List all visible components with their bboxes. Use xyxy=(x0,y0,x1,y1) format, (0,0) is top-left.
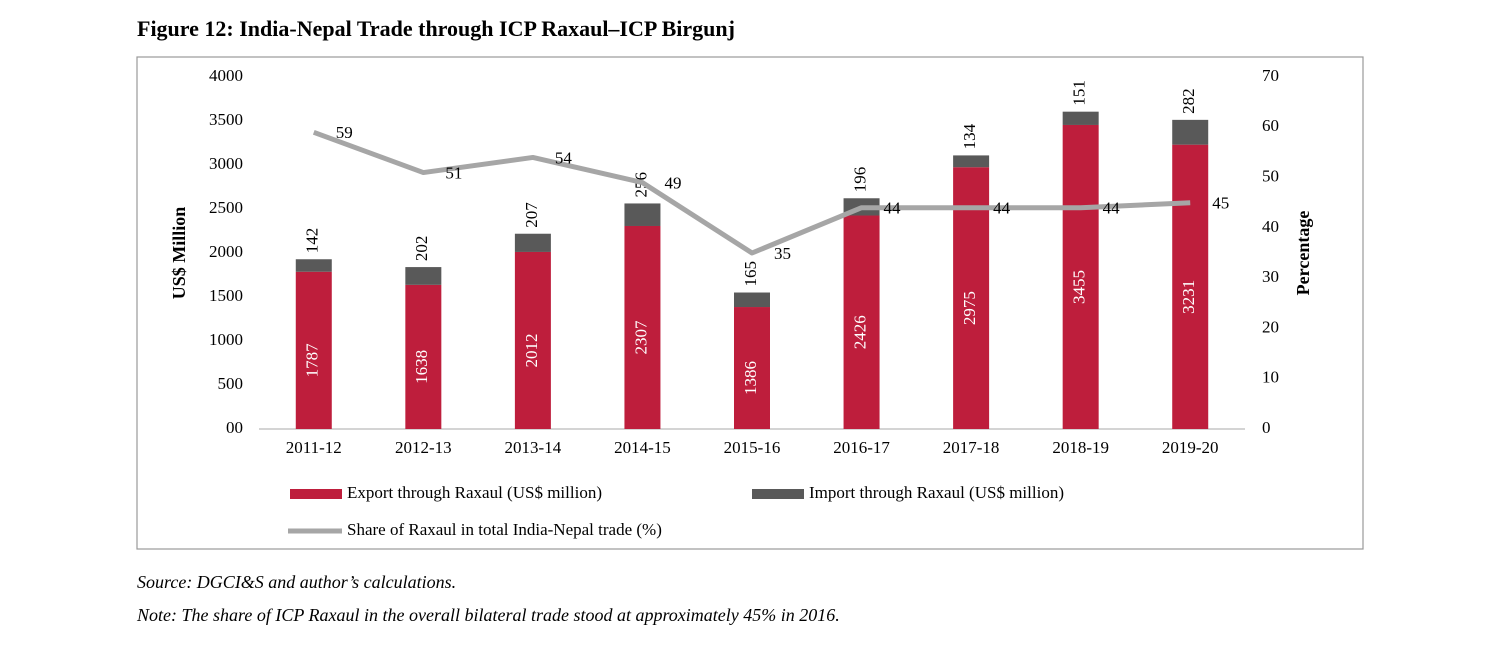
x-tick-label: 2014-15 xyxy=(614,438,671,457)
value-label: 54 xyxy=(555,148,573,167)
y2-tick-label: 10 xyxy=(1262,368,1279,387)
x-tick-label: 2019-20 xyxy=(1162,438,1219,457)
legend-swatch xyxy=(290,489,342,499)
y-tick-label: 2500 xyxy=(209,198,243,217)
value-label: 2975 xyxy=(960,291,979,325)
bar xyxy=(1062,111,1099,125)
y-axis-label: US$ Million xyxy=(169,207,189,300)
value-label: 45 xyxy=(1212,194,1229,213)
x-tick-label: 2018-19 xyxy=(1052,438,1109,457)
y-tick-label: 2000 xyxy=(209,242,243,261)
y2-tick-label: 40 xyxy=(1262,217,1279,236)
bar xyxy=(1172,144,1209,429)
value-label: 202 xyxy=(412,236,431,262)
y-tick-label: 3500 xyxy=(209,110,243,129)
bar xyxy=(514,233,551,252)
value-label: 49 xyxy=(664,174,681,193)
value-label: 3231 xyxy=(1179,280,1198,314)
chart-frame xyxy=(136,56,1364,550)
value-label: 2012 xyxy=(522,333,541,367)
value-label: 165 xyxy=(741,261,760,287)
legend-swatch xyxy=(752,489,804,499)
y2-tick-label: 0 xyxy=(1262,418,1271,437)
value-label: 151 xyxy=(1070,80,1089,106)
y-tick-label: 4000 xyxy=(209,66,243,85)
bar xyxy=(624,203,661,226)
y2-tick-label: 70 xyxy=(1262,66,1279,85)
legend-label: Import through Raxaul (US$ million) xyxy=(809,483,1064,502)
value-label: 134 xyxy=(960,123,979,149)
y-tick-label: 1500 xyxy=(209,286,243,305)
y2-tick-label: 50 xyxy=(1262,166,1279,185)
value-label: 59 xyxy=(336,123,353,142)
y2-axis-label: Percentage xyxy=(1293,211,1313,296)
value-label: 2426 xyxy=(850,315,869,349)
value-label: 1386 xyxy=(741,361,760,395)
x-tick-label: 2016-17 xyxy=(833,438,890,457)
bar xyxy=(295,259,332,272)
bar xyxy=(953,155,990,168)
bar xyxy=(734,307,770,429)
value-label: 44 xyxy=(993,199,1011,218)
value-label: 44 xyxy=(1103,199,1121,218)
bar xyxy=(624,225,661,429)
value-label: 282 xyxy=(1179,88,1198,114)
x-tick-label: 2013-14 xyxy=(505,438,562,457)
x-tick-label: 2012-13 xyxy=(395,438,452,457)
x-tick-label: 2011-12 xyxy=(286,438,342,457)
bar xyxy=(405,284,442,429)
y2-tick-label: 60 xyxy=(1262,116,1279,135)
y2-tick-label: 20 xyxy=(1262,317,1279,336)
value-label: 142 xyxy=(303,228,322,254)
value-label: 2307 xyxy=(631,320,650,355)
bar xyxy=(1172,119,1209,145)
bar xyxy=(1062,124,1099,430)
source: Source: DGCI&S and author’s calculations… xyxy=(137,572,456,592)
note: Note: The share of ICP Raxaul in the ove… xyxy=(136,605,840,625)
bar xyxy=(405,267,442,285)
value-label: 3455 xyxy=(1070,270,1089,304)
legend-label: Export through Raxaul (US$ million) xyxy=(347,483,602,502)
line xyxy=(312,129,1191,256)
bar xyxy=(953,167,990,429)
legend-label: Share of Raxaul in total India-Nepal tra… xyxy=(347,520,662,539)
value-label: 1787 xyxy=(303,343,322,378)
y-tick-label: 1000 xyxy=(209,330,243,349)
y-tick-label: 3000 xyxy=(209,154,243,173)
bar xyxy=(514,251,551,429)
value-label: 35 xyxy=(774,244,791,263)
x-tick-label: 2017-18 xyxy=(943,438,1000,457)
y-tick-label: 500 xyxy=(218,374,244,393)
value-label: 207 xyxy=(522,202,541,228)
value-label: 196 xyxy=(850,167,869,193)
y-tick-label: 00 xyxy=(226,418,243,437)
bar xyxy=(734,292,770,308)
chart-title: Figure 12: India-Nepal Trade through ICP… xyxy=(137,16,735,41)
value-label: 1638 xyxy=(412,350,431,384)
value-label: 44 xyxy=(884,199,902,218)
y2-tick-label: 30 xyxy=(1262,267,1279,286)
bar xyxy=(843,215,880,429)
value-label: 51 xyxy=(445,163,462,182)
bar xyxy=(295,271,332,429)
x-tick-label: 2015-16 xyxy=(724,438,781,457)
